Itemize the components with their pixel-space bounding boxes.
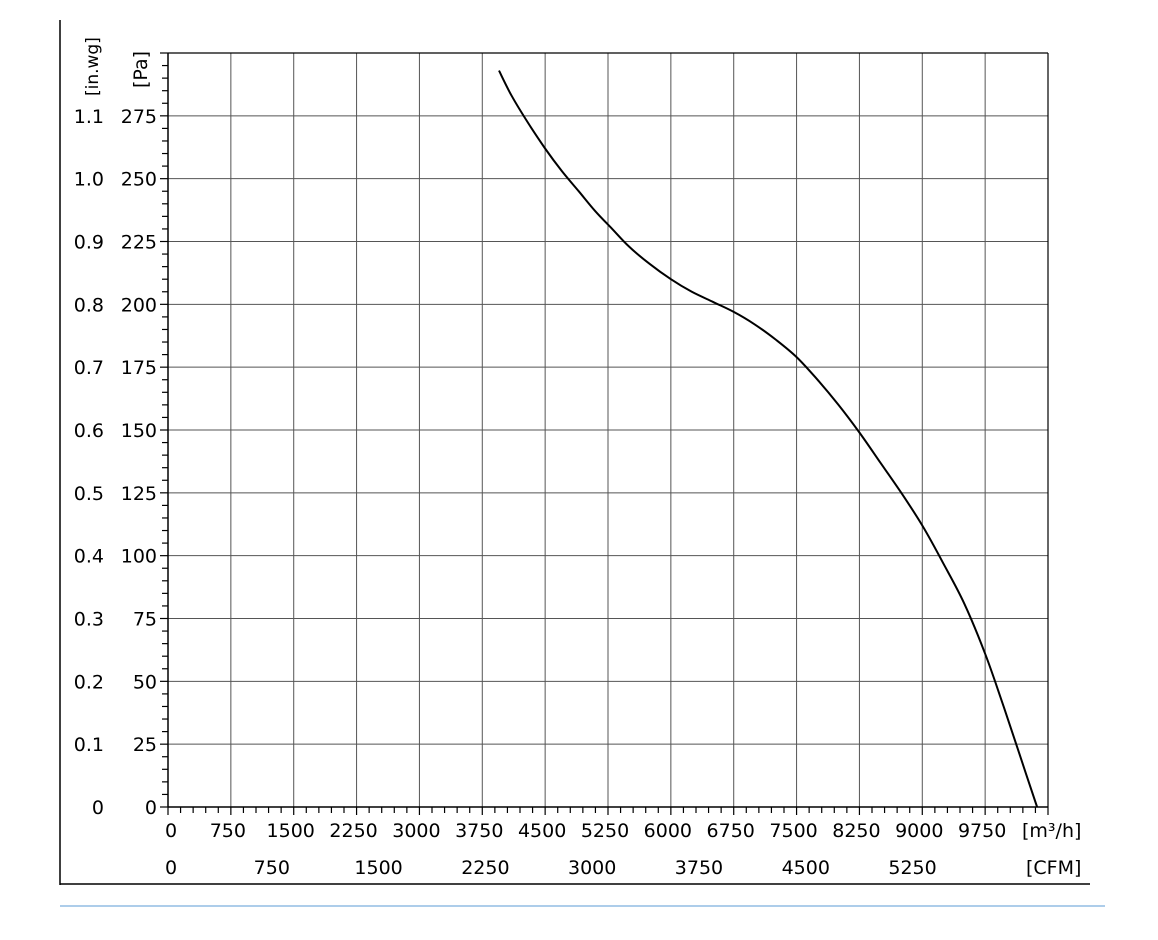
- x-tick-label-m3h: 7500: [769, 820, 817, 842]
- y-tick-label-pa: 175: [121, 357, 157, 379]
- x-tick-label-m3h: 9000: [895, 820, 943, 842]
- y-tick-label-inwg: 0.1: [74, 734, 104, 756]
- y-tick-label-inwg: 0.6: [74, 420, 104, 442]
- y-tick-label-pa: 25: [133, 734, 157, 756]
- y-unit-secondary: [in.wg]: [83, 37, 103, 96]
- y-tick-label-inwg: 0: [92, 797, 104, 819]
- y-tick-label-inwg: 1.1: [74, 106, 104, 128]
- y-tick-label-inwg: 0.5: [74, 483, 104, 505]
- tick-labels: 0 750 1500 2250 3000 3750 4500 5250 6000 6750 7500…: [74, 106, 1007, 879]
- x-tick-label-cfm: 5250: [888, 857, 936, 879]
- x-tick-label-cfm: 2250: [461, 857, 509, 879]
- x-tick-label-cfm: 3750: [675, 857, 723, 879]
- x-tick-label-cfm: 750: [254, 857, 290, 879]
- grid: [168, 53, 1048, 807]
- x-tick-label-cfm: 3000: [568, 857, 616, 879]
- fan-curve-line: [498, 70, 1039, 808]
- y-tick-label-inwg: 1.0: [74, 169, 104, 191]
- y-tick-label-inwg: 0.3: [74, 609, 104, 631]
- x-tick-label-m3h: 6000: [644, 820, 692, 842]
- x-tick-label-m3h: 4500: [518, 820, 566, 842]
- y-tick-label-pa: 250: [121, 169, 157, 191]
- x-tick-label-m3h: 9750: [958, 820, 1006, 842]
- x-tick-label-cfm: 0: [165, 857, 177, 879]
- y-tick-label-pa: 125: [121, 483, 157, 505]
- x-tick-label-m3h: 6750: [707, 820, 755, 842]
- x-tick-label-cfm: 1500: [354, 857, 402, 879]
- x-unit-primary: [m³/h]: [1022, 820, 1081, 842]
- x-tick-label-m3h: 1500: [267, 820, 315, 842]
- y-tick-label-pa: 75: [133, 609, 157, 631]
- y-tick-label-inwg: 0.4: [74, 546, 104, 568]
- y-tick-label-pa: 50: [133, 671, 157, 693]
- curve-layer: [498, 70, 1039, 808]
- y-tick-label-inwg: 0.7: [74, 357, 104, 379]
- x-tick-label-m3h: 2250: [329, 820, 377, 842]
- x-tick-label-m3h: 3750: [455, 820, 503, 842]
- y-tick-label-inwg: 0.2: [74, 671, 104, 693]
- x-tick-label-m3h: 3000: [392, 820, 440, 842]
- x-tick-label-m3h: 8250: [832, 820, 880, 842]
- y-tick-label-pa: 200: [121, 294, 157, 316]
- y-tick-label-inwg: 0.8: [74, 294, 104, 316]
- y-tick-label-pa: 100: [121, 546, 157, 568]
- y-tick-label-pa: 225: [121, 232, 157, 254]
- x-tick-label-m3h: 0: [165, 820, 177, 842]
- x-unit-secondary: [CFM]: [1026, 857, 1081, 879]
- y-tick-label-pa: 275: [121, 106, 157, 128]
- x-tick-label-m3h: 750: [210, 820, 246, 842]
- y-tick-label-pa: 150: [121, 420, 157, 442]
- axis-ticks: [160, 52, 1049, 815]
- y-tick-label-inwg: 0.9: [74, 232, 104, 254]
- x-tick-label-cfm: 4500: [782, 857, 830, 879]
- y-tick-label-pa: 0: [145, 797, 157, 819]
- x-tick-label-m3h: 5250: [581, 820, 629, 842]
- y-unit-primary: [Pa]: [130, 51, 152, 88]
